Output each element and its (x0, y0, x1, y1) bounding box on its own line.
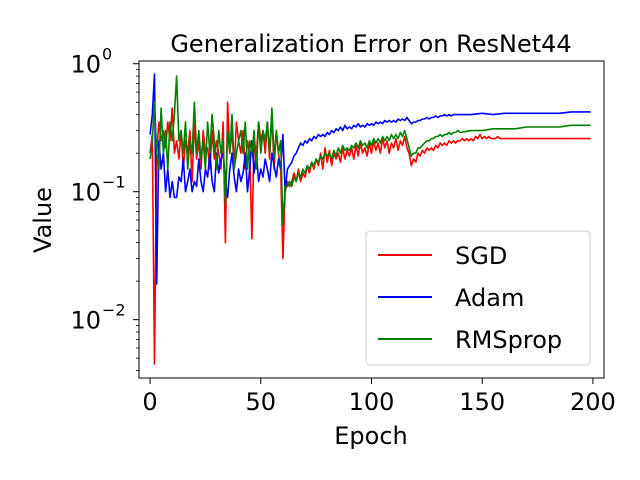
y-tick-label: 10 (70, 179, 101, 207)
legend-box (365, 230, 591, 366)
y-tick-exponent: 0 (102, 45, 112, 64)
series-layer (149, 73, 591, 365)
x-tick-label: 150 (459, 388, 505, 416)
legend-label-sgd: SGD (455, 242, 507, 270)
legend-label-rmsprop: RMSprop (455, 326, 562, 354)
y-tick-exponent: −2 (102, 301, 126, 320)
series-line-rmsprop (149, 75, 591, 226)
y-tick-label: 10 (70, 51, 101, 79)
series-line-adam (149, 73, 591, 285)
y-axis-label: Value (29, 187, 57, 253)
y-tick-label: 10 (70, 307, 101, 335)
series-line-sgd (149, 101, 591, 365)
chart-title: Generalization Error on ResNet44 (170, 30, 571, 58)
legend-label-adam: Adam (455, 284, 524, 312)
x-tick-label: 200 (570, 388, 616, 416)
y-tick-exponent: −1 (102, 173, 126, 192)
legend: SGD Adam RMSprop (365, 230, 591, 366)
x-tick-label: 0 (142, 388, 157, 416)
x-axis: 0 50 100 150 200 (142, 378, 616, 416)
x-axis-label: Epoch (334, 422, 408, 450)
x-tick-label: 50 (246, 388, 277, 416)
x-tick-label: 100 (349, 388, 395, 416)
